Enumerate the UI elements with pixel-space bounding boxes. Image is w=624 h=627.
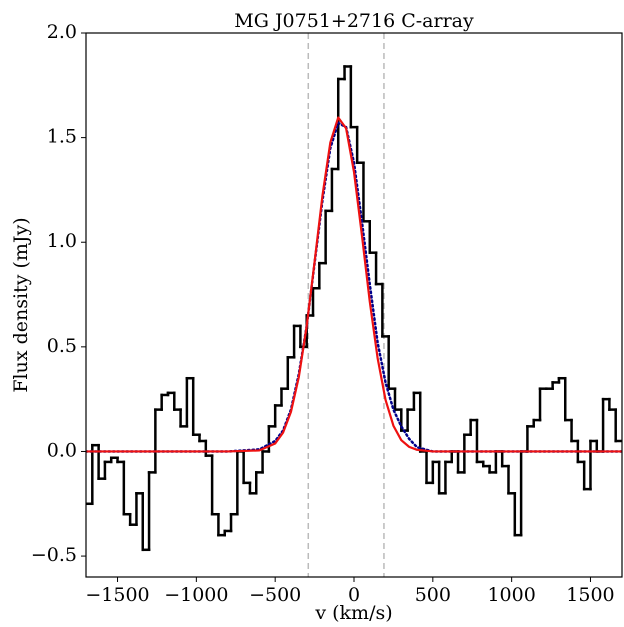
x-tick-label: −1500 bbox=[85, 584, 149, 606]
y-tick-label: 1.0 bbox=[47, 230, 77, 252]
y-tick-label: 0.5 bbox=[47, 335, 77, 357]
x-tick-label: −500 bbox=[249, 584, 301, 606]
y-tick-label: −0.5 bbox=[31, 544, 77, 566]
y-tick-label: 2.0 bbox=[47, 21, 77, 43]
y-axis-label: Flux density (mJy) bbox=[10, 217, 32, 392]
fit-curve bbox=[86, 116, 622, 453]
x-tick-label: 1500 bbox=[566, 584, 614, 606]
x-tick-label: 0 bbox=[348, 584, 360, 606]
x-tick-label: −1000 bbox=[164, 584, 228, 606]
y-tick-label: 1.5 bbox=[47, 126, 77, 148]
y-tick-label: 0.0 bbox=[47, 439, 77, 461]
plot-frame bbox=[85, 32, 623, 578]
x-axis-label: v (km/s) bbox=[314, 602, 392, 624]
plot-area bbox=[86, 33, 622, 577]
chart-title: MG J0751+2716 C-array bbox=[234, 10, 474, 32]
x-tick-label: 1000 bbox=[487, 584, 535, 606]
x-tick-label: 500 bbox=[415, 584, 451, 606]
